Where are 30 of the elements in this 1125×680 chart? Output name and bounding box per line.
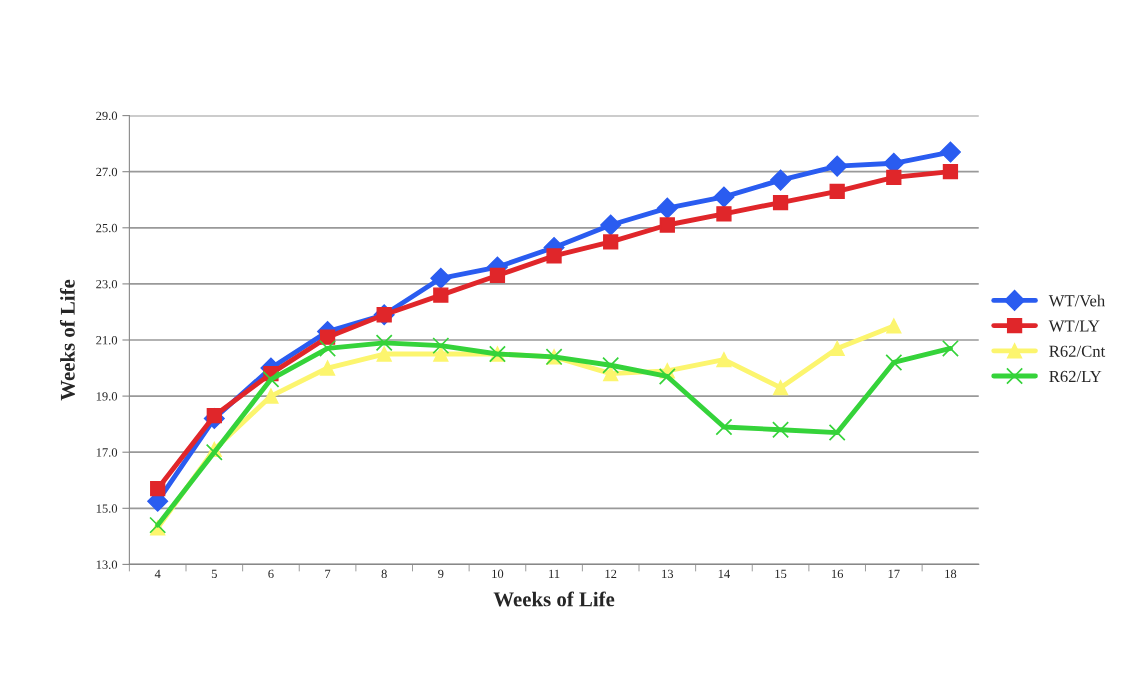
x-tick-label: 4 xyxy=(154,569,161,578)
y-tick-label: 29.0 xyxy=(96,111,118,121)
x-tick-label: 6 xyxy=(268,569,274,579)
x-tick-label: 14 xyxy=(718,569,730,578)
y-tick-label: 23.0 xyxy=(96,279,118,289)
legend-label: R62/Cnt xyxy=(1049,345,1106,357)
y-tick-label: 17.0 xyxy=(96,448,118,457)
y-tick-label: 27.0 xyxy=(96,167,118,177)
x-tick-label: 10 xyxy=(492,569,504,579)
x-tick-label: 12 xyxy=(605,569,617,578)
y-tick-label: 15.0 xyxy=(96,504,118,513)
legend-label: R62/LY xyxy=(1049,370,1102,383)
x-tick-label: 8 xyxy=(381,569,387,579)
x-tick-label: 11 xyxy=(549,569,560,578)
y-tick-label: 21.0 xyxy=(96,336,118,345)
legend-label: WT/LY xyxy=(1048,320,1100,332)
x-tick-label: 5 xyxy=(211,569,217,579)
x-tick-label: 9 xyxy=(438,569,444,579)
x-tick-label: 18 xyxy=(945,569,957,579)
x-tick-label: 17 xyxy=(888,569,900,578)
y-tick-label: 25.0 xyxy=(96,223,118,233)
y-tick-label: 13.0 xyxy=(96,560,118,569)
x-tick-label: 7 xyxy=(325,569,331,578)
y-axis-title: Weeks of Life xyxy=(59,279,75,401)
y-tick-label: 19.0 xyxy=(96,392,118,401)
x-tick-label: 15 xyxy=(775,569,787,579)
legend-label: WT/Veh xyxy=(1048,294,1105,307)
x-tick-label: 13 xyxy=(662,569,674,579)
x-tick-label: 16 xyxy=(832,569,844,579)
x-axis-title: Weeks of Life xyxy=(493,591,615,607)
